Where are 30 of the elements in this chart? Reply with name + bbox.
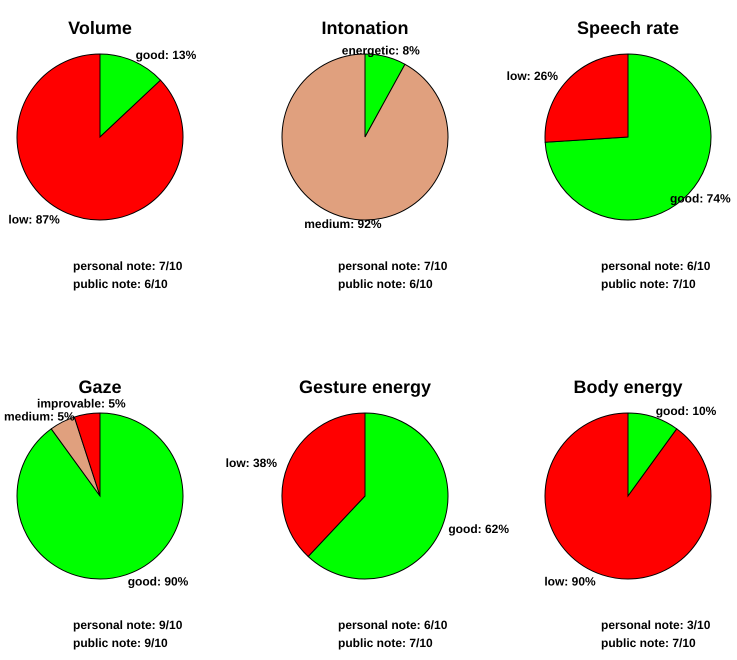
chart-title: Volume — [68, 18, 132, 38]
text: personal note: 9/10 — [73, 618, 183, 632]
text: personal note: 6/10 — [601, 259, 711, 273]
chart-title: Speech rate — [576, 18, 680, 38]
slice-label: improvable: 5% — [36, 396, 126, 410]
text: public note: 7/10 — [601, 277, 696, 291]
slice-label: low: 87% — [8, 212, 60, 226]
slice-label: good: 13% — [136, 48, 197, 62]
text: personal note: 6/10 — [338, 618, 448, 632]
chart-title: Gesture energy — [298, 377, 432, 397]
chart-title: Gaze — [78, 377, 122, 397]
chart-title: Body energy — [573, 377, 683, 397]
slice-label: good: 62% — [448, 522, 510, 536]
slice-label: energetic: 8% — [342, 43, 420, 58]
text: personal note: 3/10 — [601, 618, 711, 632]
slice-label: good: 90% — [128, 574, 189, 588]
text: personal note: 7/10 — [338, 259, 448, 273]
slice-label: medium: 92% — [304, 217, 382, 232]
chart-title: Intonation — [322, 18, 408, 38]
text: public note: 9/10 — [73, 636, 168, 650]
slice-label: low: 38% — [226, 456, 278, 470]
text: public note: 7/10 — [601, 636, 696, 650]
slice-label: good: 10% — [656, 404, 717, 418]
text: public note: 6/10 — [338, 277, 434, 291]
slice-label: low: 90% — [544, 574, 596, 588]
text: public note: 7/10 — [338, 636, 434, 650]
text: public note: 6/10 — [73, 277, 168, 291]
text: personal note: 7/10 — [73, 259, 183, 273]
slice-label: medium: 5% — [4, 409, 76, 424]
slice-label: low: 26% — [506, 68, 558, 83]
